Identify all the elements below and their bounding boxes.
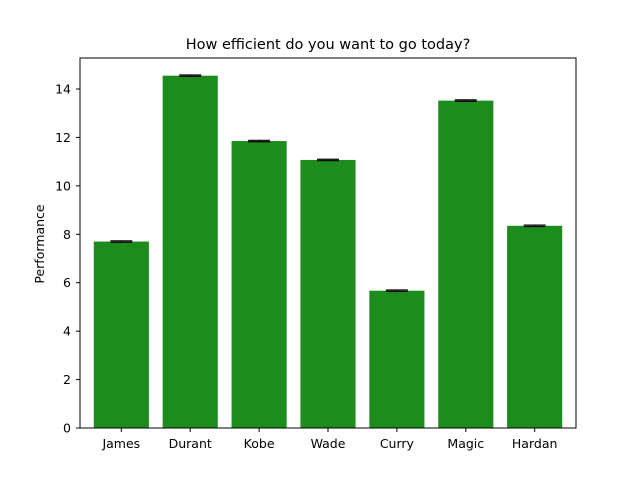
y-tick-label: 12	[55, 130, 71, 145]
bar-durant	[162, 75, 218, 429]
bar-james	[93, 241, 149, 428]
x-tick-label: Magic	[447, 436, 484, 451]
bar-curry	[369, 290, 425, 428]
error-bars-group	[110, 74, 546, 293]
bars-group	[93, 75, 563, 429]
x-tick-label: Kobe	[244, 436, 275, 451]
bar-kobe	[231, 141, 287, 429]
x-tick-label: Wade	[311, 436, 346, 451]
y-tick-label: 6	[63, 275, 71, 290]
x-tick-label: Curry	[380, 436, 415, 451]
y-tick-label: 2	[63, 372, 71, 387]
bar-magic	[438, 100, 494, 428]
error-bar-james	[110, 240, 133, 243]
error-bar-wade	[317, 158, 339, 162]
y-tick-label: 10	[55, 178, 71, 193]
x-tick-label: James	[101, 436, 140, 451]
bar-wade	[300, 159, 356, 428]
chart-title: How efficient do you want to go today?	[186, 37, 471, 53]
plot-frame	[79, 57, 577, 429]
x-axis: James Durant Kobe Wade Curry Magic Hardan	[101, 428, 557, 451]
x-tick-label: Hardan	[512, 436, 558, 451]
error-bar-durant	[179, 74, 202, 78]
x-tick-label: Durant	[169, 436, 212, 451]
y-tick-label: 4	[63, 324, 71, 339]
y-tick-label: 0	[63, 421, 71, 436]
bar-hardan	[507, 225, 563, 428]
y-tick-label: 8	[63, 227, 71, 242]
y-tick-label: 14	[55, 81, 71, 96]
error-bar-curry	[385, 289, 408, 293]
y-axis: 0 2 4 6 8 10 12 14	[55, 81, 80, 436]
y-axis-label: Performance	[32, 204, 47, 284]
error-bar-magic	[454, 99, 477, 102]
error-bar-hardan	[523, 224, 546, 228]
error-bar-kobe	[248, 139, 271, 143]
